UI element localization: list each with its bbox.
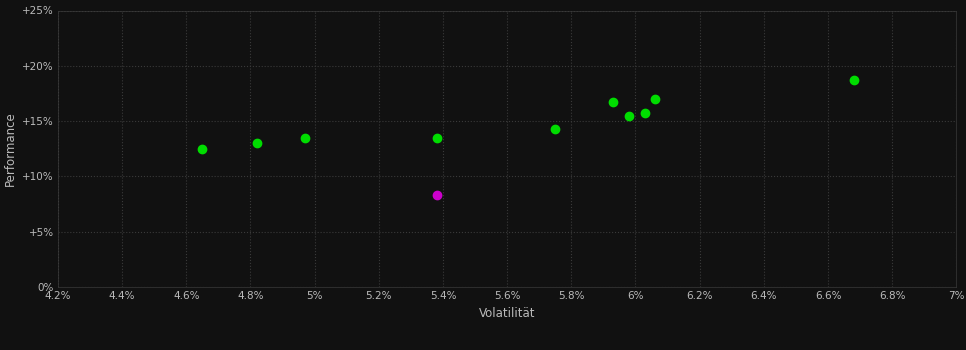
Y-axis label: Performance: Performance xyxy=(4,111,16,186)
Point xyxy=(194,146,210,152)
Point xyxy=(429,135,444,140)
Point xyxy=(638,111,653,116)
Point xyxy=(606,99,621,105)
Point xyxy=(647,96,663,102)
Point xyxy=(249,140,265,146)
Point xyxy=(298,135,313,140)
Point xyxy=(621,113,637,118)
Point xyxy=(846,77,862,83)
Point xyxy=(548,126,563,132)
X-axis label: Volatilität: Volatilität xyxy=(479,307,535,320)
Point xyxy=(429,193,444,198)
